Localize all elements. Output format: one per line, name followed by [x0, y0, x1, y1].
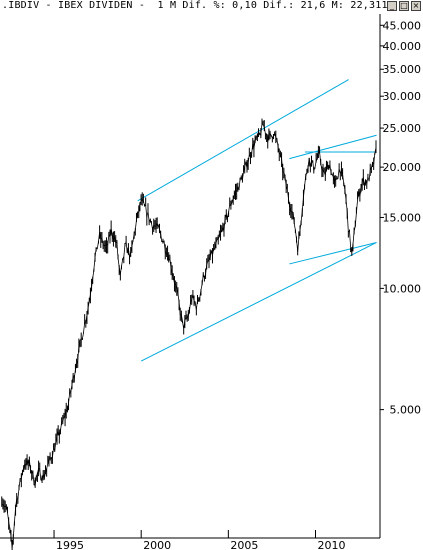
- y-tick-label: 10.000: [383, 282, 422, 295]
- x-tick-label: 1995: [56, 539, 84, 550]
- trend-channel-lines: [137, 79, 377, 362]
- trend-line: [289, 134, 377, 160]
- y-tick-label: 20.000: [383, 161, 422, 174]
- trend-line: [289, 241, 377, 265]
- x-tick-label: 2010: [318, 539, 346, 550]
- x-tick-label: 2000: [143, 539, 171, 550]
- y-tick-label: 35.000: [383, 63, 422, 76]
- trend-line: [140, 242, 377, 362]
- window-title: .IBDIV - IBEX DIVIDEN - 1 M Dif. %: 0,10…: [2, 0, 394, 11]
- trend-line: [137, 79, 349, 202]
- x-tick-label: 2005: [230, 539, 258, 550]
- minimize-button[interactable]: _: [387, 1, 397, 11]
- y-tick-label: 40.000: [383, 40, 422, 53]
- y-tick-label: 15.000: [383, 211, 422, 224]
- y-tick-label: 45.000: [383, 19, 422, 32]
- price-chart: 45.000 40.000 35.000 30.000 25.000 20.000 15.0…: [0, 14, 421, 550]
- price-series: [1, 118, 377, 550]
- maximize-button[interactable]: □: [399, 1, 409, 11]
- y-tick-label: 30.000: [383, 90, 422, 103]
- price-line: [1, 121, 377, 548]
- axes: 45.000 40.000 35.000 30.000 25.000 20.000 15.0…: [0, 14, 421, 550]
- close-button[interactable]: ×: [411, 1, 421, 11]
- window-header: .IBDIV - IBEX DIVIDEN - 1 M Dif. %: 0,10…: [0, 0, 423, 12]
- y-tick-label: 5.000: [390, 404, 422, 417]
- y-tick-label: 25.000: [383, 122, 422, 135]
